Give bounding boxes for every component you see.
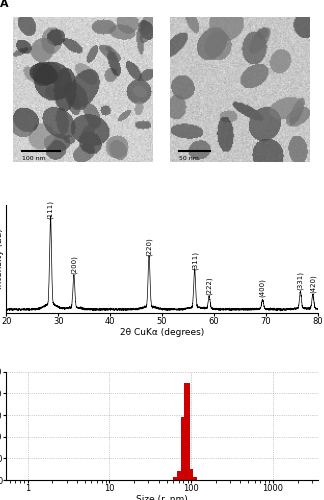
Bar xyxy=(173,478,179,480)
Text: (220): (220) xyxy=(146,237,152,256)
Bar xyxy=(184,382,190,480)
Text: (222): (222) xyxy=(206,276,213,294)
Bar xyxy=(180,418,186,480)
Bar xyxy=(177,472,182,480)
Text: (400): (400) xyxy=(259,278,266,297)
Y-axis label: Intensity (au): Intensity (au) xyxy=(0,228,4,290)
Text: (420): (420) xyxy=(310,274,316,293)
Text: (200): (200) xyxy=(71,256,77,274)
Bar xyxy=(192,477,197,480)
Bar xyxy=(188,469,193,480)
Text: (331): (331) xyxy=(297,271,304,290)
Text: 100 nm: 100 nm xyxy=(22,156,45,161)
Text: (111): (111) xyxy=(47,200,54,219)
X-axis label: Size (r. nm): Size (r. nm) xyxy=(136,494,188,500)
Text: 50 nm: 50 nm xyxy=(179,156,199,161)
X-axis label: 2θ CuKα (degrees): 2θ CuKα (degrees) xyxy=(120,328,204,336)
Text: (311): (311) xyxy=(191,250,198,270)
Text: A: A xyxy=(0,0,9,8)
